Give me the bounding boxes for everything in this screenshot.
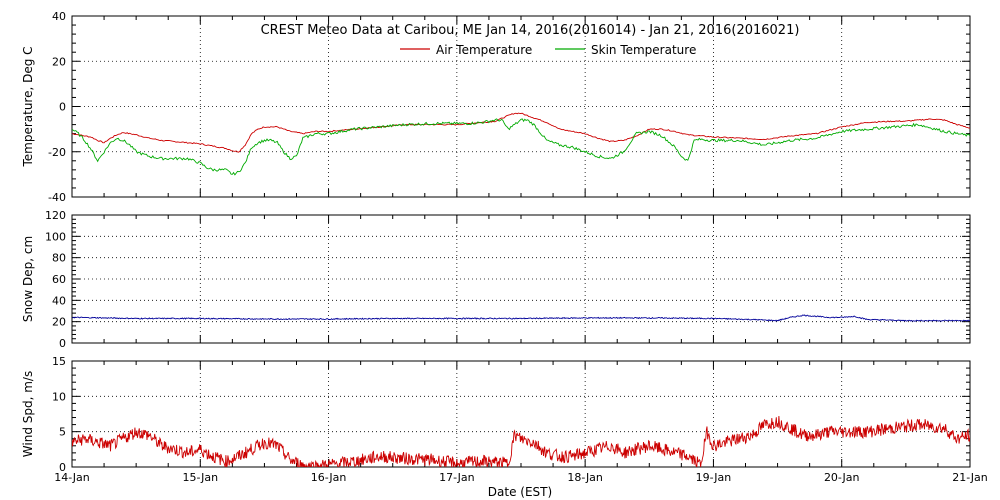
series-line-air-temperature	[72, 112, 970, 153]
panel-3: 0 5 10 15 Wind Spd, m/s	[21, 355, 971, 474]
y-tick-label: 40	[52, 10, 66, 23]
y-axis-label: Temperature, Deg C	[21, 46, 35, 167]
y-axis-label: Snow Dep, cm	[21, 236, 35, 322]
chart-title: CREST Meteo Data at Caribou, ME Jan 14, …	[261, 23, 800, 38]
x-axis: 14-Jan 15-Jan 16-Jan 17-Jan 18-Jan 19-Jan 20-J…	[54, 471, 988, 484]
x-tick-label: 19-Jan	[696, 471, 732, 484]
x-axis-label: Date (EST)	[488, 485, 552, 499]
x-tick-label: 14-Jan	[54, 471, 90, 484]
y-tick-label: 15	[52, 355, 66, 368]
y-tick-label: 0	[59, 101, 66, 114]
x-tick-label: 20-Jan	[824, 471, 860, 484]
panel-2: 0 20 40 60 80 100 120 Snow Dep, cm	[21, 209, 971, 350]
x-tick-label: 15-Jan	[183, 471, 219, 484]
y-tick-label: -20	[48, 146, 66, 159]
chart-panels: -40 -20 0 20 40 Temperature, Deg C 0 20 40 60 80 10…	[21, 10, 971, 474]
legend-label-1: Air Temperature	[436, 43, 532, 57]
y-tick-label: -40	[48, 191, 66, 204]
y-tick-label: 120	[45, 209, 66, 222]
y-tick-label: 10	[52, 390, 66, 403]
series-line-panel-3	[72, 415, 970, 467]
series-line-skin-temperature	[72, 118, 970, 176]
y-tick-label: 100	[45, 230, 66, 243]
y-tick-label: 20	[52, 55, 66, 68]
y-tick-label: 40	[52, 294, 66, 307]
y-axis-label: Wind Spd, m/s	[21, 371, 35, 457]
y-tick-label: 0	[59, 461, 66, 474]
y-tick-label: 5	[59, 426, 66, 439]
y-tick-label: 80	[52, 252, 66, 265]
series-line-panel-2	[72, 314, 970, 322]
panel-1: -40 -20 0 20 40 Temperature, Deg C	[21, 10, 971, 204]
chart-legend: Air Temperature Skin Temperature	[400, 43, 696, 57]
x-tick-label: 21-Jan	[952, 471, 988, 484]
y-tick-label: 20	[52, 316, 66, 329]
y-tick-label: 60	[52, 273, 66, 286]
y-tick-label: 0	[59, 337, 66, 350]
legend-label-2: Skin Temperature	[591, 43, 696, 57]
x-tick-label: 17-Jan	[439, 471, 475, 484]
x-tick-label: 18-Jan	[567, 471, 603, 484]
x-tick-label: 16-Jan	[311, 471, 347, 484]
